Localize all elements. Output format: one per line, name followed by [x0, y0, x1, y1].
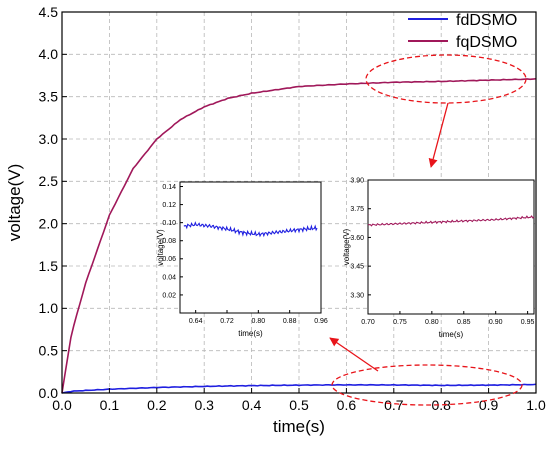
main-xtick-label: 1.0 [526, 397, 546, 413]
main-series-lines [61, 77, 537, 394]
main-xtick-label: 0.6 [337, 397, 357, 413]
main-ytick-label: 4.5 [39, 4, 59, 20]
inset-fd-ytick-label: 0.14 [162, 184, 176, 191]
main-ytick-label: 1.5 [39, 258, 59, 274]
main-ytick-label: 3.5 [39, 89, 59, 105]
zoom-ellipse-fq [365, 54, 527, 104]
inset-fq-xtick-label: 0.85 [457, 319, 471, 326]
legend-label-fd: fdDSMO [456, 12, 517, 29]
main-xlabel: time(s) [273, 417, 325, 436]
main-xtick-label: 0.1 [100, 397, 120, 413]
inset-fd-series-fdDSMO [183, 221, 318, 238]
main-xtick-label: 0.7 [384, 397, 404, 413]
inset-fd-ytick-label: 0.12 [162, 202, 176, 209]
main-series-fqDSMO [61, 77, 537, 394]
inset-fq-series-fqDSMO [367, 215, 535, 227]
main-ytick-label: 4.0 [39, 46, 59, 62]
inset-fd-xtick-label: 0.64 [189, 318, 203, 325]
inset-fd-xtick-label: 0.88 [283, 318, 297, 325]
inset-fq-xtick-label: 0.70 [361, 319, 375, 326]
inset-fq-ytick-label: 3.30 [350, 292, 364, 299]
inset-fq-ytick-label: 3.60 [350, 235, 364, 242]
inset-fd-frame [179, 181, 322, 314]
inset-fd-ytick-label: 0.02 [162, 292, 176, 299]
main-xtick-label: 0.9 [479, 397, 499, 413]
inset-fd-ytick-label: 0.08 [162, 238, 176, 245]
main-axes: 0.0 0.1 0.2 0.3 0.4 0.5 0.6 0.7 0.8 0.9 1.0 0.0 0.5 1… [5, 4, 546, 436]
inset-fd-plot: 0.64 0.72 0.80 0.88 0.96 0.02 0.04 0.06 0.08 0.10… [156, 181, 328, 338]
inset-fq-xtick-label: 0.75 [393, 319, 407, 326]
legend-label-fq: fqDSMO [456, 34, 517, 51]
inset-fd-ylabel: voltage(V) [156, 229, 165, 266]
arrow-to-fd-inset [329, 337, 379, 372]
inset-fq-xlabel: time(s) [439, 330, 464, 339]
inset-fq-ytick-label: 3.75 [350, 206, 364, 213]
main-xtick-label: 0.4 [242, 397, 262, 413]
main-xtick-label: 0.2 [147, 397, 167, 413]
main-xtick-label: 0.5 [289, 397, 309, 413]
inset-fd-xtick-label: 0.80 [252, 318, 266, 325]
main-xtick-label: 0.3 [194, 397, 214, 413]
inset-fd-xtick-label: 0.72 [220, 318, 234, 325]
inset-fd-xlabel: time(s) [238, 329, 263, 338]
main-series-fdDSMO [61, 383, 537, 394]
inset-fd-ytick-label: 0.04 [162, 274, 176, 281]
inset-fq-ytick-label: 3.45 [350, 264, 364, 271]
inset-fq-xtick-label: 0.95 [521, 319, 535, 326]
main-ylabel: voltage(V) [5, 164, 24, 241]
main-ytick-label: 0.5 [39, 343, 59, 359]
inset-fq-ytick-label: 3.90 [350, 177, 364, 184]
inset-fd-ytick-label: 0.10 [162, 220, 176, 227]
main-ytick-label: 3.0 [39, 131, 59, 147]
inset-fq-plot: 0.70 0.75 0.80 0.85 0.90 0.95 3.30 3.45 3.60 3.75… [342, 177, 535, 339]
inset-fd-xtick-label: 0.96 [314, 318, 328, 325]
main-ytick-label: 1.0 [39, 300, 59, 316]
inset-fd-ytick-label: 0.06 [162, 256, 176, 263]
inset-fq-frame [367, 179, 535, 315]
inset-fq-xtick-label: 0.90 [489, 319, 503, 326]
arrow-to-fq-inset [428, 102, 449, 168]
inset-fq-xtick-label: 0.80 [425, 319, 439, 326]
main-ytick-label: 2.0 [39, 216, 59, 232]
zoom-ellipse-fd [331, 364, 523, 406]
main-xtick-label: 0.0 [52, 397, 72, 413]
main-xtick-label: 0.8 [431, 397, 451, 413]
legend: fdDSMO fqDSMO [408, 12, 517, 51]
main-ytick-label: 0.0 [39, 385, 59, 401]
main-ytick-label: 2.5 [39, 173, 59, 189]
inset-fq-ylabel: voltage(V) [342, 228, 351, 265]
